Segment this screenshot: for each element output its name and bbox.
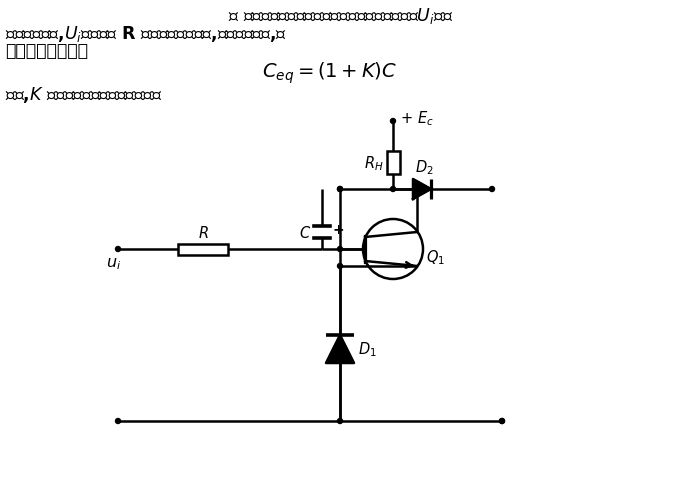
Text: $C$: $C$ xyxy=(299,225,311,241)
Text: +: + xyxy=(332,223,344,237)
Bar xyxy=(387,151,400,175)
Text: $D_2$: $D_2$ xyxy=(415,158,434,177)
Text: $R$: $R$ xyxy=(197,225,208,241)
Circle shape xyxy=(415,187,419,192)
Circle shape xyxy=(115,247,120,252)
Circle shape xyxy=(337,247,342,252)
Text: 入端等效电容为：: 入端等效电容为： xyxy=(5,42,88,60)
Text: $Q_1$: $Q_1$ xyxy=(426,248,445,267)
Circle shape xyxy=(391,119,395,124)
Circle shape xyxy=(337,419,342,424)
Text: $R_H$: $R_H$ xyxy=(364,154,383,172)
Text: $u_i$: $u_i$ xyxy=(106,256,121,272)
Circle shape xyxy=(391,187,395,192)
Circle shape xyxy=(337,264,342,269)
Text: $C_{eq}=(1+K)C$: $C_{eq}=(1+K)C$ xyxy=(262,61,398,86)
Polygon shape xyxy=(413,180,431,199)
Text: $+\ E_c$: $+\ E_c$ xyxy=(400,109,434,128)
Circle shape xyxy=(337,187,342,192)
Text: $D_1$: $D_1$ xyxy=(358,340,377,359)
Bar xyxy=(178,244,228,255)
Text: 图 是用密勒积分电路构成的软启动电路。在加入$U_i$正向: 图 是用密勒积分电路构成的软启动电路。在加入$U_i$正向 xyxy=(228,6,454,26)
Text: 式中,$K$ 为共射极电路电压放大倍数。: 式中,$K$ 为共射极电路电压放大倍数。 xyxy=(5,85,162,105)
Circle shape xyxy=(337,187,342,192)
Circle shape xyxy=(499,419,505,424)
Text: 输入脉冲瞬间,$U_i$通过电阻 R 向晶体管基极充电,由于密勒效应,输: 输入脉冲瞬间,$U_i$通过电阻 R 向晶体管基极充电,由于密勒效应,输 xyxy=(5,24,287,44)
Circle shape xyxy=(115,419,120,424)
Circle shape xyxy=(490,187,494,192)
Circle shape xyxy=(499,419,505,424)
Polygon shape xyxy=(326,335,354,363)
